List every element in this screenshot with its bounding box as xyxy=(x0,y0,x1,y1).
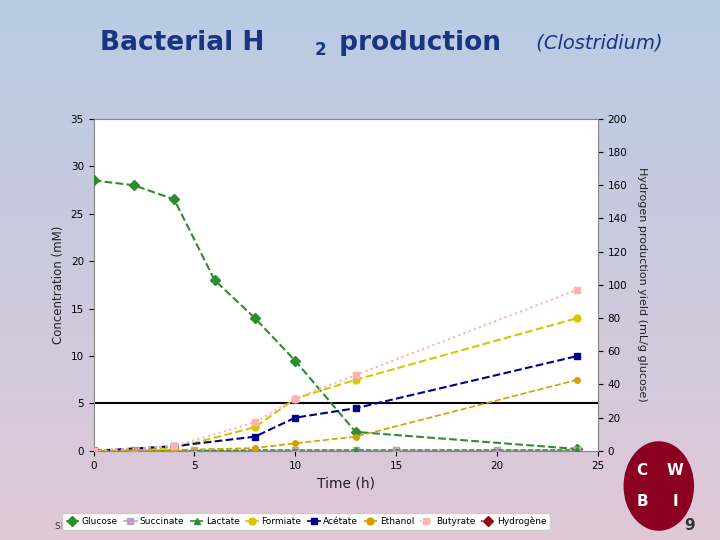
Y-axis label: Hydrogen production yield (mL/g glucose): Hydrogen production yield (mL/g glucose) xyxy=(636,167,647,402)
Text: 2: 2 xyxy=(315,41,327,59)
Text: production: production xyxy=(330,30,501,56)
Y-axis label: Concentration (mM): Concentration (mM) xyxy=(52,226,65,344)
Text: (Clostridium): (Clostridium) xyxy=(530,33,662,52)
Text: W: W xyxy=(667,463,684,478)
Legend: Glucose, Succinate, Lactate, Formiate, Acétate, Ethanol, Butyrate, Hydrogène: Glucose, Succinate, Lactate, Formiate, A… xyxy=(62,514,550,530)
Text: C: C xyxy=(636,463,648,478)
Circle shape xyxy=(624,442,693,530)
Text: SFGP 2011 Lille 29 nov. – 1er déc. 2011 – Biohydrogène : Etat de l’Art - S. Hili: SFGP 2011 Lille 29 nov. – 1er déc. 2011 … xyxy=(55,521,442,531)
X-axis label: Time (h): Time (h) xyxy=(317,476,374,490)
Text: Bacterial H: Bacterial H xyxy=(100,30,264,56)
Text: I: I xyxy=(672,494,678,509)
Text: B: B xyxy=(636,494,648,509)
Text: 9: 9 xyxy=(685,518,696,534)
